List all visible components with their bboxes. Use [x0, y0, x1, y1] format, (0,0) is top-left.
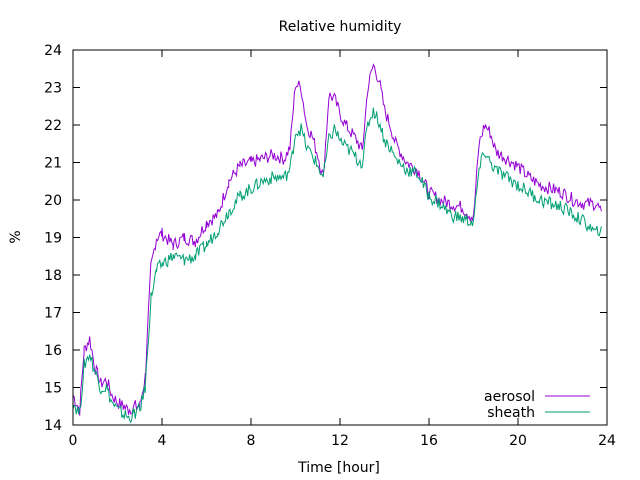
- x-tick-label: 12: [331, 433, 349, 449]
- y-tick-label: 17: [44, 306, 62, 322]
- x-tick-label: 4: [158, 433, 167, 449]
- y-tick-label: 20: [44, 193, 62, 209]
- x-tick-label: 20: [509, 433, 527, 449]
- x-tick-label: 8: [247, 433, 256, 449]
- y-tick-label: 18: [44, 268, 62, 284]
- x-tick-label: 0: [69, 433, 78, 449]
- y-tick-label: 23: [44, 81, 62, 97]
- y-tick-label: 22: [44, 118, 62, 134]
- plot-frame: [72, 49, 608, 426]
- y-tick-label: 21: [44, 156, 62, 172]
- y-tick-label: 19: [44, 231, 62, 247]
- x-axis-label: Time [hour]: [297, 460, 380, 476]
- y-tick-label: 14: [44, 418, 62, 434]
- legend-label-aerosol: aerosol: [484, 389, 535, 405]
- y-tick-label: 24: [44, 43, 62, 59]
- y-axis-label: %: [8, 230, 24, 243]
- x-tick-label: 24: [598, 433, 616, 449]
- x-tick-label: 16: [420, 433, 438, 449]
- y-tick-label: 15: [44, 381, 62, 397]
- series-lines: [72, 63, 602, 424]
- y-tick-label: 16: [44, 343, 62, 359]
- series-line-aerosol: [72, 63, 602, 416]
- legend-label-sheath: sheath: [487, 405, 535, 421]
- chart-title: Relative humidity: [279, 19, 402, 35]
- series-line-sheath: [72, 107, 602, 424]
